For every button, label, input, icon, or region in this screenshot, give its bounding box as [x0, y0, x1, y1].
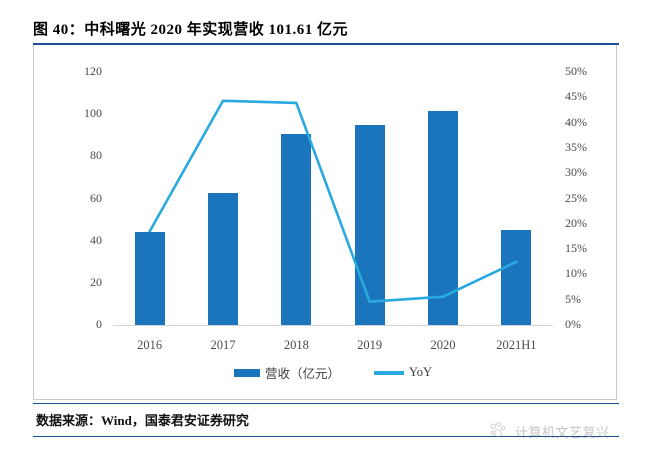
watermark-text: 计算机文艺复兴: [515, 424, 610, 440]
left-axis-tick: 120: [84, 64, 102, 78]
source-note: 数据来源：Wind，国泰君安证券研究: [36, 413, 249, 428]
left-axis-tick: 60: [90, 190, 102, 205]
bar-series-layer: [113, 72, 553, 325]
right-axis-tick: 25%: [565, 190, 587, 205]
legend-label-revenue: 营收（亿元）: [264, 367, 340, 381]
legend-line-swatch-icon: [373, 370, 404, 375]
bar[interactable]: [354, 124, 385, 325]
left-axis-tick: 100: [84, 106, 102, 121]
yoy-line-path: [148, 99, 518, 303]
bar[interactable]: [208, 193, 238, 325]
x-axis-tick: 2016: [137, 338, 163, 352]
title-divider: [33, 43, 619, 45]
right-axis-tick: 10%: [565, 266, 587, 281]
x-axis-line: [113, 325, 553, 326]
right-axis-tick: 35%: [565, 139, 587, 154]
x-axis-tick: 2020: [430, 338, 456, 352]
legend-item-revenue[interactable]: 营收（亿元）: [233, 363, 340, 382]
x-axis-tick: 2019: [357, 338, 383, 352]
right-axis-tick: 40%: [565, 114, 587, 129]
chart-frame: [33, 45, 617, 400]
paw-logo-icon: [490, 422, 506, 438]
bar[interactable]: [428, 110, 458, 325]
right-axis-tick: 0%: [565, 317, 581, 331]
footer-divider-top: [33, 403, 619, 404]
figure-title: 图 40：中科曙光 2020 年实现营收 101.61 亿元: [33, 14, 623, 42]
right-axis-tick: 15%: [565, 241, 587, 256]
bar[interactable]: [281, 134, 312, 325]
figure-title-text: 图 40：中科曙光 2020 年实现营收 101.61 亿元: [33, 21, 349, 38]
right-axis-tick: 30%: [565, 165, 587, 180]
x-axis-tick: 2021H1: [496, 338, 537, 352]
left-axis-tick: 20: [90, 274, 102, 289]
right-axis-tick: 5%: [565, 291, 581, 306]
legend-label-yoy: YoY: [408, 365, 433, 379]
left-axis-tick: 80: [90, 148, 102, 163]
bar[interactable]: [501, 229, 532, 325]
legend-item-yoy[interactable]: YoY: [373, 365, 433, 380]
footer-divider-bottom: [33, 436, 619, 437]
left-axis-tick: 0: [96, 317, 102, 331]
yoy-line-series: [148, 99, 518, 303]
chart-legend: 营收（亿元） YoY: [113, 363, 553, 382]
x-axis-tick: 2018: [283, 338, 309, 352]
right-axis-tick: 45%: [565, 89, 587, 104]
right-axis-tick: 50%: [565, 64, 587, 78]
x-axis-tick: 2017: [210, 338, 236, 352]
left-axis-tick: 40: [90, 232, 102, 247]
right-axis-tick: 20%: [565, 215, 587, 230]
watermark: 计算机文艺复兴: [487, 420, 610, 442]
legend-bar-swatch-icon: [233, 368, 260, 377]
bar[interactable]: [134, 231, 165, 325]
